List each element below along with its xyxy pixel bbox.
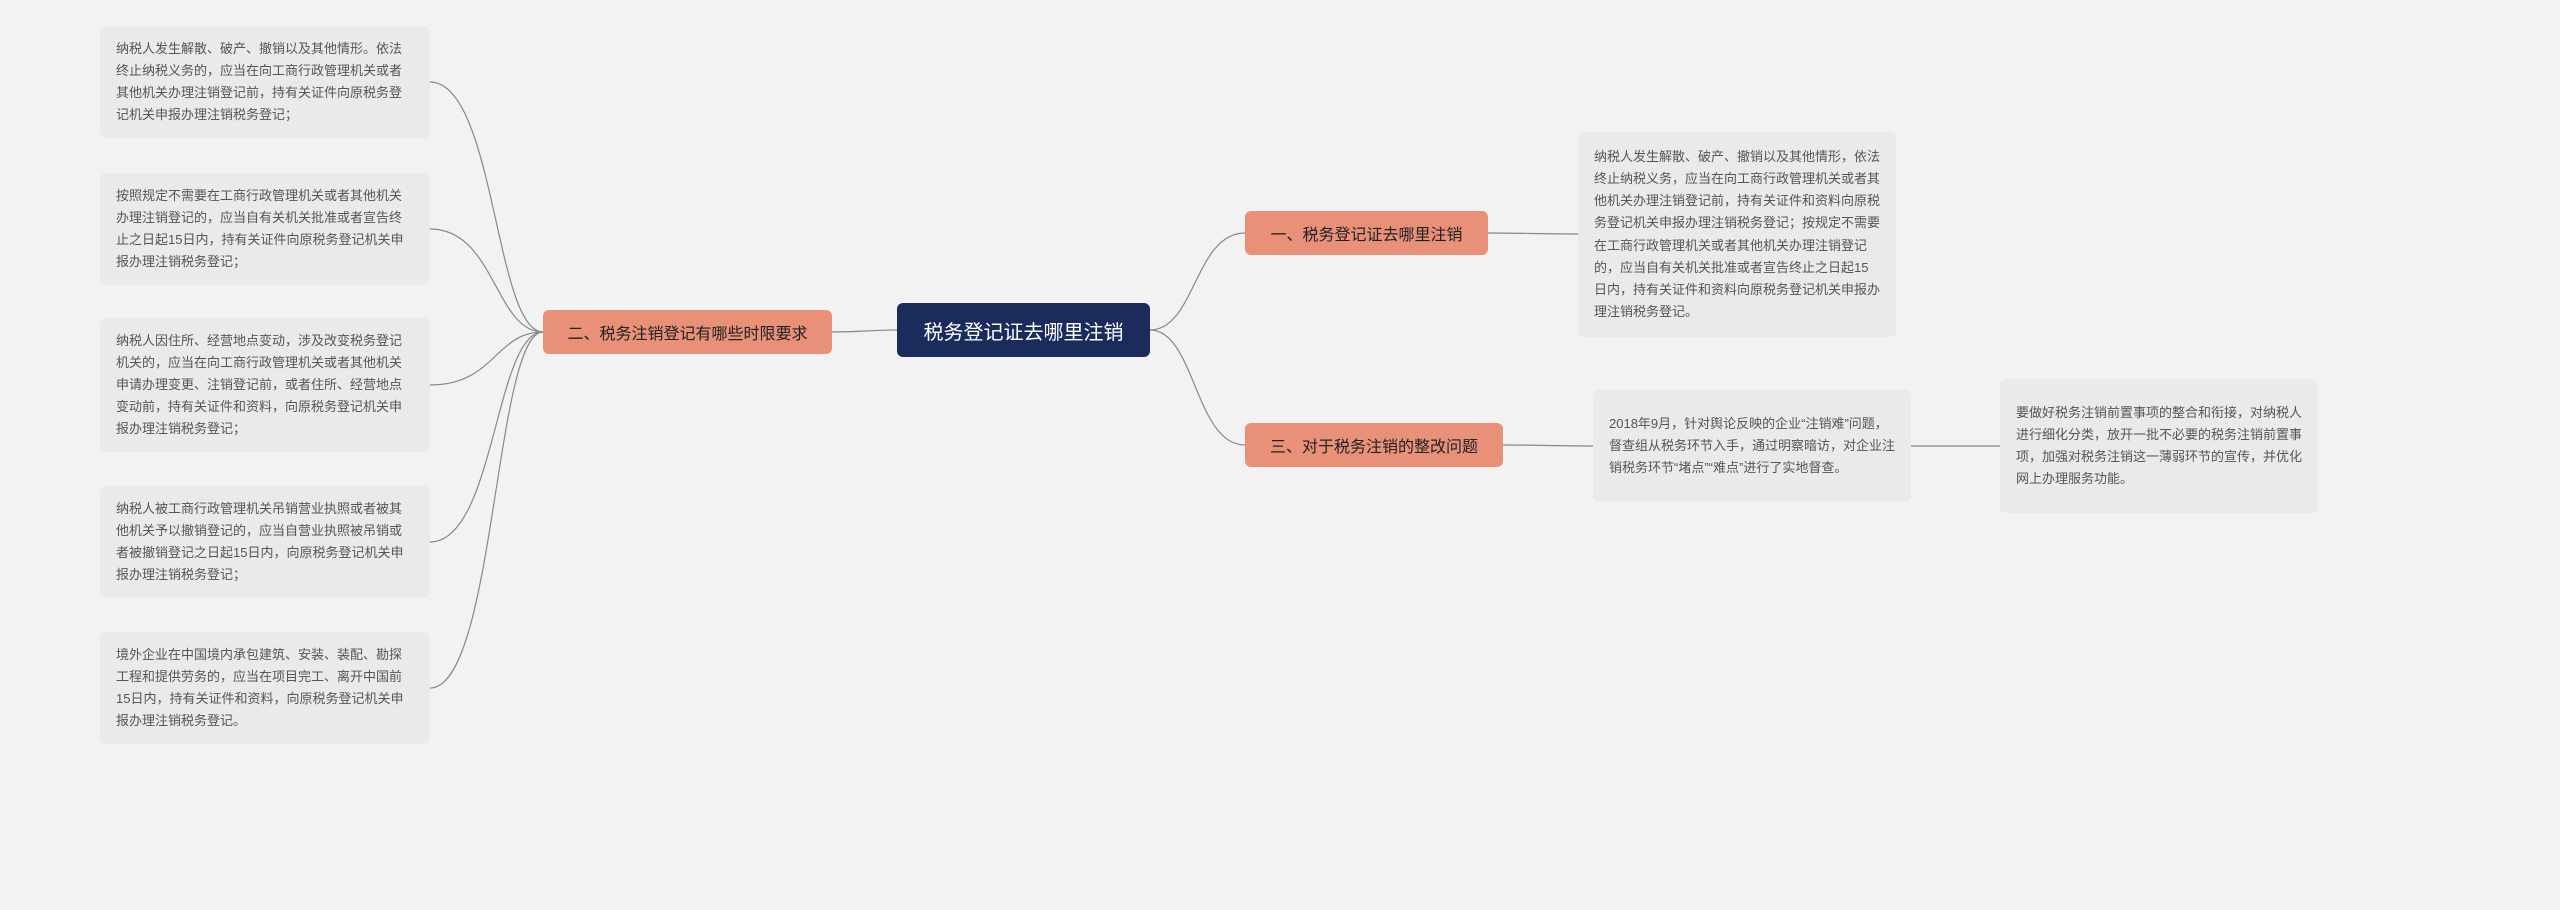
branch-node-1[interactable]: 一、税务登记证去哪里注销 [1245,211,1488,255]
leaf-node[interactable]: 2018年9月，针对舆论反映的企业“注销难”问题，督查组从税务环节入手，通过明察… [1593,390,1911,502]
leaf-node[interactable]: 纳税人被工商行政管理机关吊销营业执照或者被其他机关予以撤销登记的，应当自营业执照… [100,486,430,598]
leaf-text: 纳税人被工商行政管理机关吊销营业执照或者被其他机关予以撤销登记的，应当自营业执照… [116,498,414,586]
leaf-text: 纳税人发生解散、破产、撤销以及其他情形。依法终止纳税义务的，应当在向工商行政管理… [116,38,414,126]
branch-label: 三、对于税务注销的整改问题 [1270,433,1478,457]
leaf-text: 纳税人发生解散、破产、撤销以及其他情形，依法终止纳税义务，应当在向工商行政管理机… [1594,146,1880,323]
branch-node-3[interactable]: 三、对于税务注销的整改问题 [1245,423,1503,467]
leaf-text: 要做好税务注销前置事项的整合和衔接，对纳税人进行细化分类，放开一批不必要的税务注… [2016,402,2302,490]
leaf-node[interactable]: 纳税人发生解散、破产、撤销以及其他情形，依法终止纳税义务，应当在向工商行政管理机… [1578,132,1896,337]
root-label: 税务登记证去哪里注销 [924,316,1124,345]
leaf-text: 按照规定不需要在工商行政管理机关或者其他机关办理注销登记的，应当自有关机关批准或… [116,185,414,273]
branch-label: 一、税务登记证去哪里注销 [1270,221,1462,245]
leaf-text: 2018年9月，针对舆论反映的企业“注销难”问题，督查组从税务环节入手，通过明察… [1609,413,1895,479]
leaf-node[interactable]: 按照规定不需要在工商行政管理机关或者其他机关办理注销登记的，应当自有关机关批准或… [100,173,430,285]
leaf-node[interactable]: 纳税人因住所、经营地点变动，涉及改变税务登记机关的，应当在向工商行政管理机关或者… [100,318,430,452]
leaf-node[interactable]: 境外企业在中国境内承包建筑、安装、装配、勘探工程和提供劳务的，应当在项目完工、离… [100,632,430,744]
branch-node-2[interactable]: 二、税务注销登记有哪些时限要求 [543,310,832,354]
branch-label: 二、税务注销登记有哪些时限要求 [567,320,807,344]
leaf-node[interactable]: 要做好税务注销前置事项的整合和衔接，对纳税人进行细化分类，放开一批不必要的税务注… [2000,379,2318,513]
leaf-text: 纳税人因住所、经营地点变动，涉及改变税务登记机关的，应当在向工商行政管理机关或者… [116,330,414,440]
leaf-node[interactable]: 纳税人发生解散、破产、撤销以及其他情形。依法终止纳税义务的，应当在向工商行政管理… [100,26,430,138]
root-node[interactable]: 税务登记证去哪里注销 [897,303,1150,357]
leaf-text: 境外企业在中国境内承包建筑、安装、装配、勘探工程和提供劳务的，应当在项目完工、离… [116,644,414,732]
